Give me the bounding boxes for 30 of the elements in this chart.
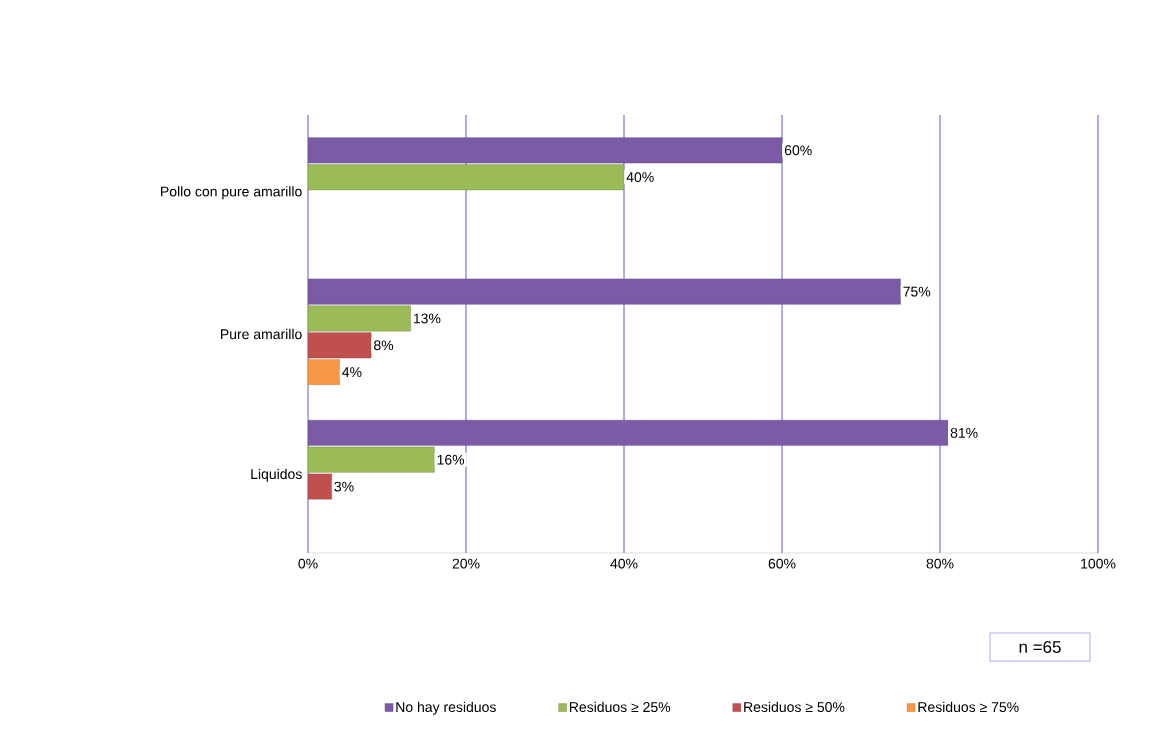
text: n =65	[1019, 640, 1061, 654]
legend-label: Residuos ≥ 75%	[918, 701, 1019, 713]
bar	[308, 137, 783, 164]
data-label: 40%	[626, 172, 654, 183]
legend-label: Residuos ≥ 50%	[744, 701, 845, 713]
data-label: 3%	[334, 481, 354, 492]
data-label: 4%	[342, 367, 362, 378]
bar	[308, 419, 949, 446]
data-label: 60%	[784, 145, 812, 156]
data-label: 75%	[903, 286, 931, 297]
data-label: 16%	[437, 454, 465, 465]
x-tick-label: 0%	[298, 558, 318, 569]
bar	[308, 164, 625, 191]
y-tick-label: Liquidos	[251, 468, 302, 482]
bar	[308, 305, 411, 332]
bar	[308, 278, 901, 305]
x-tick-label: 20%	[452, 558, 480, 569]
legend-label: Residuos ≥ 25%	[569, 701, 671, 713]
y-tick-label: Pollo con pure amarillo	[161, 186, 302, 200]
x-tick-label: 100%	[1081, 558, 1116, 569]
data-label: 13%	[413, 313, 441, 324]
data-label: 81%	[950, 427, 978, 438]
x-tick-label: 40%	[610, 558, 638, 569]
x-tick-label: 80%	[926, 558, 954, 569]
legend-label: No hay residuos	[396, 701, 496, 715]
data-label: 8%	[374, 340, 394, 351]
x-tick-label: 60%	[768, 558, 796, 569]
y-tick-label: Pure amarillo	[221, 328, 302, 340]
bar	[308, 332, 372, 359]
bar	[308, 446, 435, 473]
